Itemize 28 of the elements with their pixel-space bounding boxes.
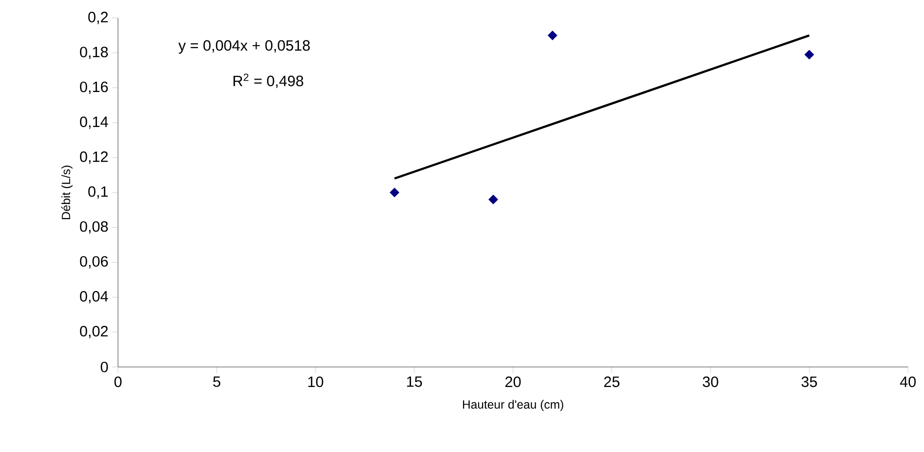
- x-tick-label: 20: [505, 376, 521, 388]
- x-tick-label: 25: [604, 376, 620, 388]
- y-tick-label: 0,1: [88, 186, 108, 199]
- point: [488, 194, 498, 204]
- y-tick-label: 0,08: [80, 221, 108, 234]
- annotation: R$^{2}$ = 0,498: [234, 74, 304, 88]
- annotation: y = 0,004x + 0,0518: [178, 40, 310, 54]
- x-tick-label: 15: [407, 376, 422, 387]
- y-tick-label: 0,2: [88, 12, 108, 24]
- x-tick-label: 5: [213, 376, 220, 387]
- y-tick-label: 0,16: [80, 82, 108, 94]
- x-tick-label: 10: [308, 376, 324, 388]
- x-tick-label: 40: [900, 376, 916, 388]
- y-axis-title: Débit (L/s): [61, 166, 73, 220]
- point: [548, 30, 558, 40]
- x-tick-label: 0: [114, 376, 122, 388]
- y-tick-label: 0,14: [80, 116, 108, 129]
- y-tick-label: 0,12: [80, 151, 108, 164]
- point: [390, 188, 400, 198]
- y-tick-label: 0,18: [80, 46, 108, 60]
- y-tick-label: 0,06: [80, 256, 108, 268]
- point: [804, 50, 814, 60]
- y-tick-label: 0,04: [80, 291, 108, 304]
- y-tick-label: 0,02: [80, 326, 108, 338]
- x-tick-label: 35: [802, 376, 817, 388]
- x-tick-label: 30: [702, 376, 718, 388]
- y-tick-label: 0: [100, 362, 108, 372]
- x-axis-title: Hauteur d'eau (cm): [463, 400, 564, 412]
